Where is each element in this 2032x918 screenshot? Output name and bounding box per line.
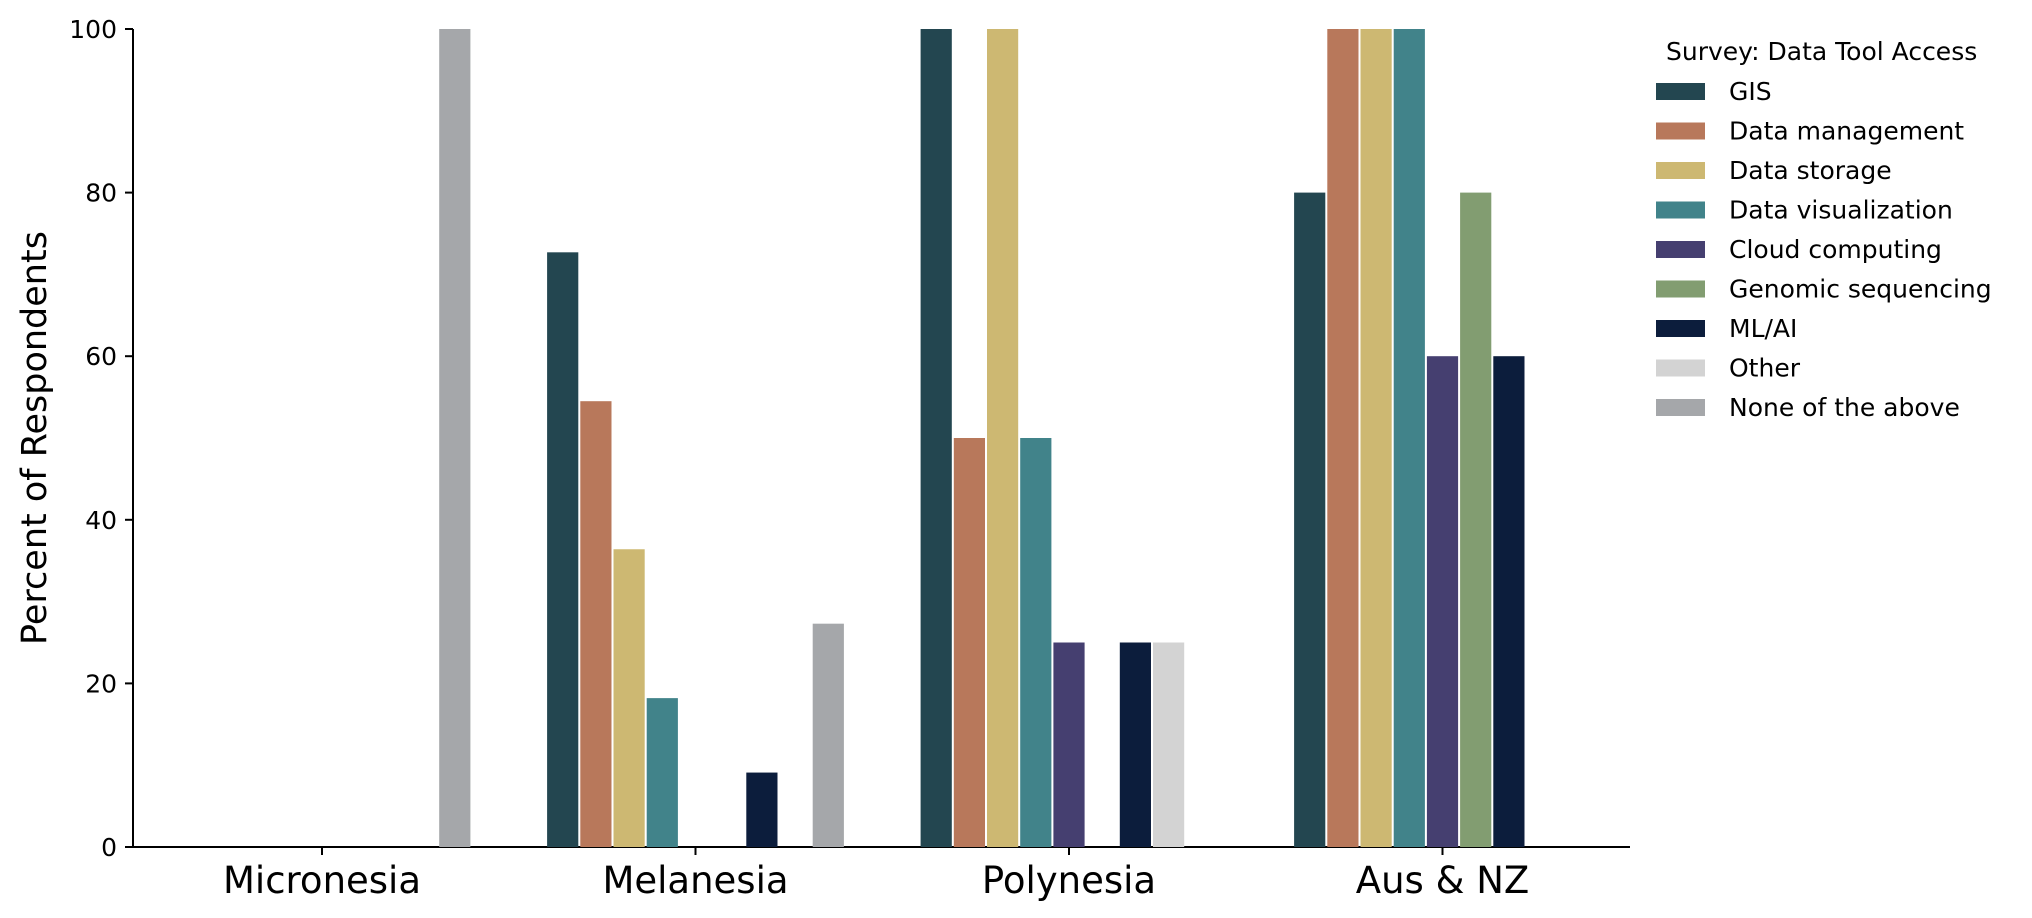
legend-swatch bbox=[1656, 83, 1705, 100]
bar bbox=[613, 549, 645, 847]
legend: Survey: Data Tool Access GIS Data managem… bbox=[1656, 37, 1992, 422]
x-tick-label: Polynesia bbox=[982, 859, 1156, 902]
bar bbox=[953, 438, 985, 847]
legend-label: GIS bbox=[1729, 77, 1772, 106]
bar bbox=[646, 698, 678, 847]
legend-items: GIS Data management Data storage Data visua… bbox=[1656, 77, 1992, 422]
y-axis: 0 20 40 60 80 100 bbox=[69, 15, 134, 862]
bar bbox=[812, 623, 844, 847]
y-tick-label: 0 bbox=[101, 833, 117, 862]
legend-swatch bbox=[1656, 162, 1705, 179]
bar bbox=[1153, 642, 1185, 847]
legend-swatch bbox=[1656, 201, 1705, 219]
legend-swatch bbox=[1656, 320, 1705, 337]
bar bbox=[1294, 192, 1326, 848]
bar bbox=[1460, 192, 1492, 848]
legend-label: None of the above bbox=[1729, 393, 1960, 422]
bar bbox=[1020, 438, 1052, 847]
x-tick-label: Melanesia bbox=[602, 859, 788, 902]
legend-label: Data visualization bbox=[1729, 196, 1953, 225]
y-tick-label: 80 bbox=[85, 179, 117, 208]
legend-label: Cloud computing bbox=[1729, 235, 1942, 264]
y-tick-label: 20 bbox=[85, 669, 117, 698]
legend-swatch bbox=[1656, 280, 1705, 298]
legend-swatch bbox=[1656, 241, 1705, 258]
bar bbox=[1360, 29, 1392, 847]
legend-label: Data management bbox=[1729, 117, 1964, 146]
bar bbox=[1493, 356, 1525, 847]
x-axis: Micronesia Melanesia Polynesia Aus & NZ bbox=[133, 846, 1630, 902]
legend-title: Survey: Data Tool Access bbox=[1666, 37, 1977, 66]
legend-swatch bbox=[1656, 399, 1705, 416]
legend-label: Data storage bbox=[1729, 156, 1892, 185]
legend-label: ML/AI bbox=[1729, 314, 1797, 343]
bar bbox=[1426, 356, 1459, 847]
legend-swatch bbox=[1656, 122, 1705, 140]
legend-swatch bbox=[1656, 359, 1705, 377]
bars bbox=[439, 29, 1525, 848]
y-tick-label: 40 bbox=[85, 506, 117, 535]
x-tick-label: Aus & NZ bbox=[1356, 859, 1529, 902]
bar bbox=[987, 29, 1019, 847]
bar bbox=[746, 772, 778, 847]
y-tick-label: 100 bbox=[69, 15, 117, 44]
legend-label: Other bbox=[1729, 354, 1801, 383]
bar bbox=[580, 401, 612, 847]
bar bbox=[920, 29, 952, 847]
bar bbox=[1053, 642, 1085, 847]
legend-label: Genomic sequencing bbox=[1729, 275, 1992, 304]
bar bbox=[1393, 29, 1425, 847]
bar bbox=[547, 252, 579, 848]
bar bbox=[1119, 642, 1151, 847]
bar bbox=[439, 29, 471, 847]
bar bbox=[1327, 29, 1359, 847]
y-tick-label: 60 bbox=[85, 342, 117, 371]
x-tick-label: Micronesia bbox=[223, 859, 421, 902]
y-axis-label: Percent of Respondents bbox=[15, 231, 55, 645]
